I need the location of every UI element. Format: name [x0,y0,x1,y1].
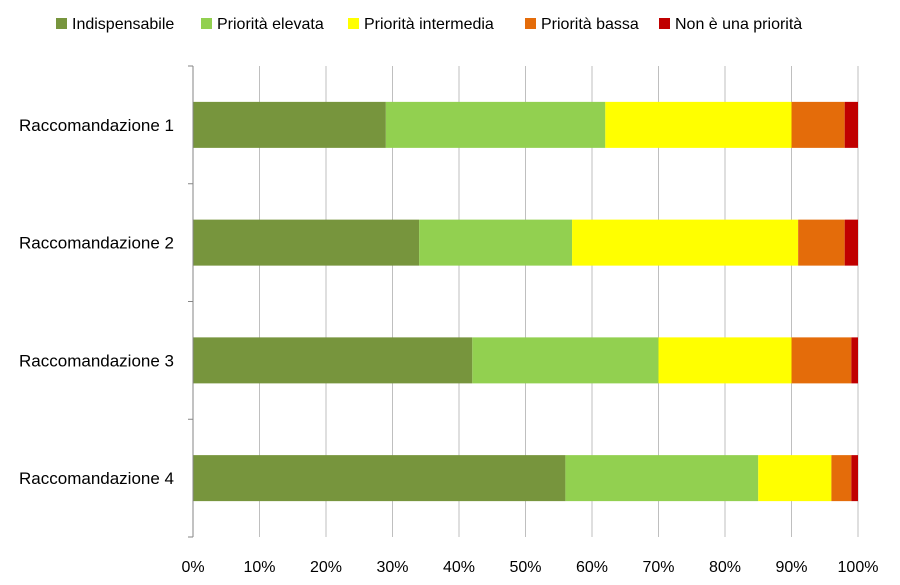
x-tick-label: 40% [443,559,475,576]
bar-non-e-una-priorita-1 [844,101,858,148]
axes [188,65,194,538]
legend-label: Priorità intermedia [364,16,494,33]
x-tick-label: 20% [310,559,342,576]
category-label: Raccomandazione 1 [19,116,174,135]
bar-priorita-intermedia-4 [758,455,832,502]
bar-priorita-bassa-4 [831,455,852,502]
x-tick-label: 60% [576,559,608,576]
legend-item-priorita-intermedia: Priorità intermedia [348,16,494,33]
legend-swatch [348,18,359,29]
bar-priorita-elevata-3 [472,337,659,384]
category-label: Raccomandazione 4 [19,469,174,488]
x-tick-label: 30% [376,559,408,576]
bar-priorita-bassa-3 [791,337,852,384]
x-tick-label: 80% [709,559,741,576]
legend: Indispensabile Priorità elevata Priorità i… [56,16,802,33]
bar-indispensabile-2 [193,219,420,266]
bar-indispensabile-1 [193,101,386,148]
x-tick-label: 90% [775,559,807,576]
legend-item-non-e-una-priorita: Non è una priorità [659,16,802,33]
legend-swatch [56,18,67,29]
x-tick-label: 70% [642,559,674,576]
legend-swatch [525,18,536,29]
legend-swatch [659,18,670,29]
bar-priorita-elevata-4 [565,455,759,502]
legend-label: Indispensabile [72,16,174,33]
x-tick-labels: 0% 10% 20% 30% 40% 50% 60% 70% 80% 90% 100% [181,559,878,576]
x-tick-label: 10% [243,559,275,576]
x-tick-label: 50% [509,559,541,576]
legend-swatch [201,18,212,29]
bar-indispensabile-4 [193,455,566,502]
bar-non-e-una-priorita-2 [844,219,858,266]
category-label: Raccomandazione 2 [19,234,174,253]
legend-label: Priorità elevata [217,16,324,33]
bar-priorita-intermedia-2 [572,219,799,266]
bar-non-e-una-priorita-4 [851,455,858,502]
bar-priorita-bassa-2 [798,219,845,266]
bar-priorita-intermedia-3 [658,337,792,384]
bar-priorita-intermedia-1 [605,101,792,148]
bar-indispensabile-3 [193,337,473,384]
legend-item-priorita-elevata: Priorità elevata [201,16,324,33]
category-labels: Raccomandazione 1 Raccomandazione 2 Raccom… [19,116,174,488]
legend-item-indispensabile: Indispensabile [56,16,174,33]
bars [193,101,858,502]
bar-priorita-elevata-2 [419,219,573,266]
x-tick-label: 0% [181,559,204,576]
x-tick-label: 100% [838,559,879,576]
bar-priorita-bassa-1 [791,101,845,148]
category-label: Raccomandazione 3 [19,351,174,370]
bar-non-e-una-priorita-3 [851,337,858,384]
legend-label: Priorità bassa [541,16,639,33]
bar-priorita-elevata-1 [385,101,606,148]
legend-label: Non è una priorità [675,16,802,33]
legend-item-priorita-bassa: Priorità bassa [525,16,639,33]
